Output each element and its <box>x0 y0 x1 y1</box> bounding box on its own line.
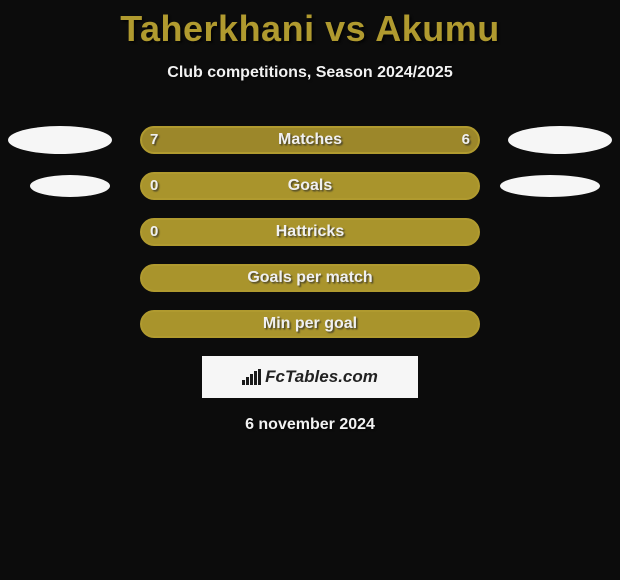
stat-pill <box>140 218 480 246</box>
right-indicator-ellipse <box>500 175 600 197</box>
bars-icon <box>242 369 261 385</box>
right-indicator-ellipse <box>508 126 612 154</box>
left-indicator-ellipse <box>8 126 112 154</box>
stat-pill <box>140 264 480 292</box>
source-logo: FcTables.com <box>202 356 418 398</box>
left-indicator-ellipse <box>30 175 110 197</box>
bar-left <box>142 128 323 152</box>
comparison-title: Taherkhani vs Akumu <box>0 0 620 50</box>
logo-content: FcTables.com <box>242 367 378 387</box>
stat-row: Min per goal <box>0 310 620 340</box>
comparison-subtitle: Club competitions, Season 2024/2025 <box>0 64 620 82</box>
stat-pill <box>140 172 480 200</box>
generated-date: 6 november 2024 <box>0 416 620 434</box>
stats-container: 7 Matches 6 0 Goals 0 Hattricks Go <box>0 126 620 340</box>
stat-row: 0 Hattricks <box>0 218 620 248</box>
stat-pill <box>140 310 480 338</box>
stat-row: 0 Goals <box>0 172 620 202</box>
stat-row: 7 Matches 6 <box>0 126 620 156</box>
bar-right <box>323 128 478 152</box>
stat-pill <box>140 126 480 154</box>
logo-text: FcTables.com <box>265 367 378 387</box>
stat-row: Goals per match <box>0 264 620 294</box>
